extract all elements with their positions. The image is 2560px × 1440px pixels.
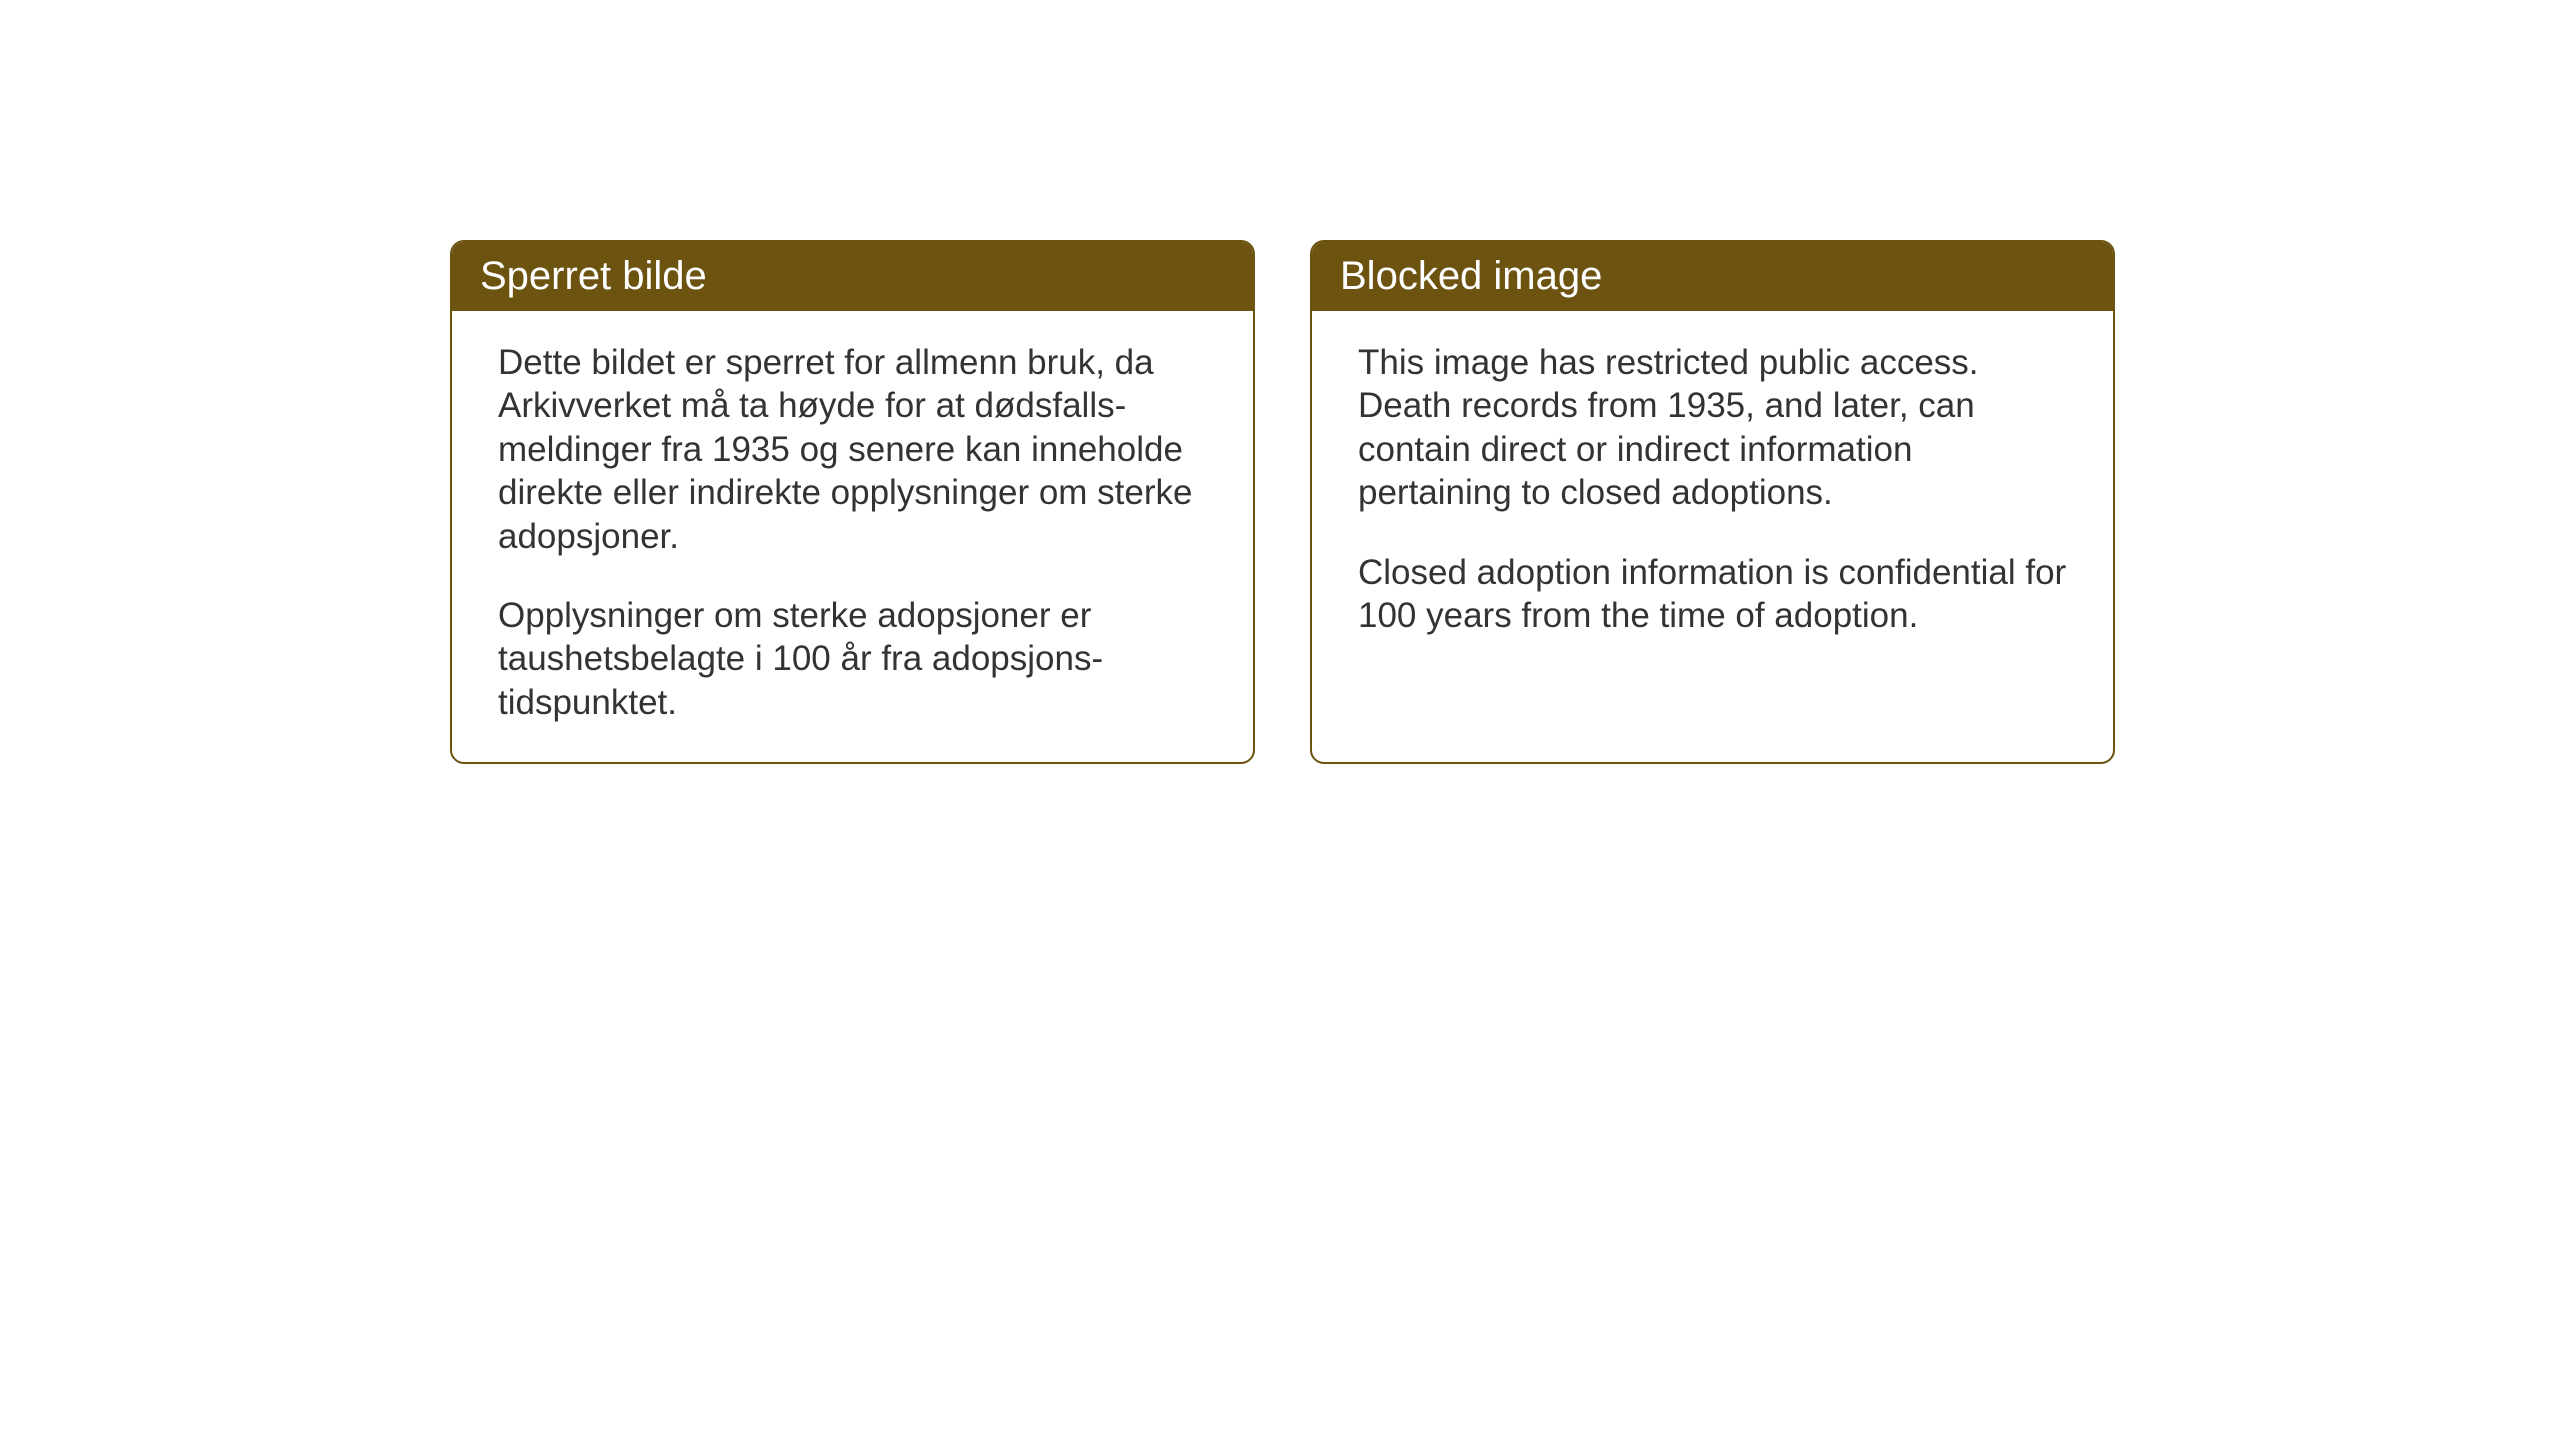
card-body: This image has restricted public access.…	[1312, 311, 2113, 731]
notice-card-english: Blocked image This image has restricted …	[1310, 240, 2115, 764]
notice-card-norwegian: Sperret bilde Dette bildet er sperret fo…	[450, 240, 1255, 764]
card-title: Sperret bilde	[480, 254, 707, 298]
card-header: Sperret bilde	[452, 242, 1253, 311]
card-title: Blocked image	[1340, 254, 1602, 298]
notice-container: Sperret bilde Dette bildet er sperret fo…	[450, 240, 2115, 764]
card-paragraph: Opplysninger om sterke adopsjoner er tau…	[498, 594, 1207, 724]
card-paragraph: This image has restricted public access.…	[1358, 341, 2067, 515]
card-header: Blocked image	[1312, 242, 2113, 311]
card-paragraph: Closed adoption information is confident…	[1358, 551, 2067, 638]
card-paragraph: Dette bildet er sperret for allmenn bruk…	[498, 341, 1207, 558]
card-body: Dette bildet er sperret for allmenn bruk…	[452, 311, 1253, 762]
